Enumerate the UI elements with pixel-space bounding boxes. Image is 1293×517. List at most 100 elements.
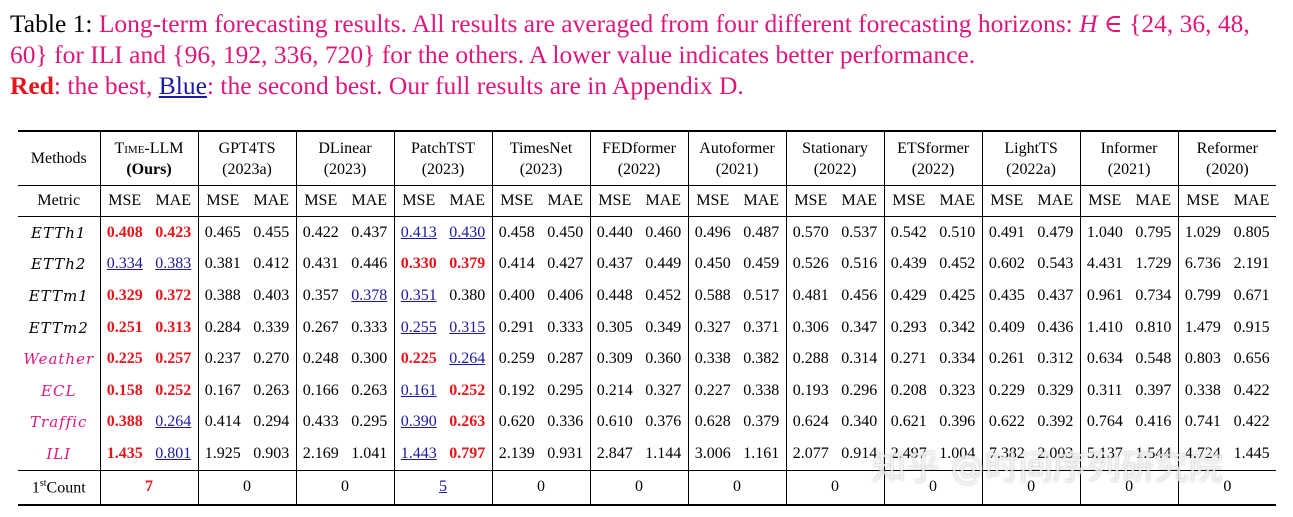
value-cell: 0.440: [589, 216, 640, 249]
value-cell: 0.295: [547, 381, 584, 399]
value-cell: 0.227: [687, 374, 738, 407]
value-cell: 0.799: [1177, 280, 1228, 312]
method-name: Informer: [1100, 139, 1158, 157]
value-cell: 0.294: [253, 413, 290, 431]
table-row: ECL 0.158 0.252 0.167 0.263 0.166 0.263 0.161 0.…: [18, 374, 1276, 407]
value-cell: 1.161: [743, 444, 780, 462]
value-cell: 0.334: [939, 350, 976, 368]
count-cell: 0: [981, 469, 1081, 506]
metric-header-row: Metric MSE MAE MSE MAE MSE MAE MSE MAE MSE MAE MSE…: [18, 185, 1277, 217]
value-cell: 0.903: [253, 444, 290, 462]
caption-label: Table 1:: [10, 9, 93, 38]
first-count-row: 1stCount 7 0 0 5 0 0 0 0 0 0 0 0: [18, 469, 1277, 506]
value-cell: 0.257: [155, 350, 192, 368]
value-cell: 1.410: [1079, 311, 1130, 344]
value-cell: 0.293: [883, 311, 934, 344]
value-cell: 0.459: [743, 255, 780, 273]
value-cell: 0.263: [351, 381, 388, 399]
table-row: ETTh1 0.408 0.423 0.465 0.455 0.422 0.437 0.413…: [18, 216, 1276, 249]
mse-header: MSE: [785, 185, 836, 217]
method-header-12: Reformer (2020): [1177, 130, 1277, 186]
mae-header: MAE: [1129, 185, 1179, 217]
method-name: Reformer: [1196, 139, 1258, 157]
value-cell: 0.255: [393, 311, 444, 344]
count-cell: 0: [687, 469, 787, 506]
value-cell: 1.443: [393, 438, 444, 471]
value-cell: 0.252: [449, 381, 486, 399]
value-cell: 0.429: [883, 280, 934, 312]
value-cell: 0.422: [295, 216, 346, 249]
mse-header: MSE: [981, 185, 1032, 217]
value-cell: 0.446: [351, 255, 388, 273]
value-cell: 0.342: [939, 318, 976, 336]
value-cell: 0.313: [155, 318, 192, 336]
value-cell: 0.433: [295, 406, 346, 439]
value-cell: 0.338: [1177, 374, 1228, 407]
value-cell: 2.077: [785, 438, 836, 471]
method-header-11: Informer (2021): [1079, 130, 1179, 186]
value-cell: 0.452: [645, 286, 682, 304]
method-name: ETSformer: [897, 139, 970, 157]
value-cell: 0.388: [197, 280, 248, 312]
value-cell: 0.380: [449, 286, 486, 304]
value-cell: 0.624: [785, 406, 836, 439]
value-cell: 0.491: [981, 216, 1032, 249]
value-cell: 0.797: [449, 444, 486, 462]
value-cell: 0.309: [589, 343, 640, 375]
caption-red-label: Red: [10, 71, 54, 100]
value-cell: 0.450: [687, 248, 738, 281]
count-cell: 0: [589, 469, 689, 506]
value-cell: 0.372: [155, 286, 192, 304]
value-cell: 0.416: [1135, 413, 1172, 431]
count-cell: 5: [393, 469, 493, 506]
method-name: LightTS: [1004, 139, 1058, 157]
value-cell: 0.392: [1037, 413, 1074, 431]
method-header-4: PatchTST (2023): [393, 130, 493, 186]
method-header-3: DLinear (2023): [295, 130, 395, 186]
value-cell: 0.237: [197, 343, 248, 375]
table-row: ILI 1.435 0.801 1.925 0.903 2.169 1.041 1.443 0.…: [18, 438, 1276, 471]
value-cell: 2.847: [589, 438, 640, 471]
method-year: (2023): [323, 160, 367, 178]
value-cell: 0.329: [99, 280, 149, 312]
mae-header: MAE: [933, 185, 983, 217]
method-year: (2023): [421, 160, 465, 178]
value-cell: 0.427: [547, 255, 584, 273]
value-cell: 0.425: [939, 286, 976, 304]
value-cell: 0.336: [547, 413, 584, 431]
dataset-label: ETTh2: [31, 255, 87, 274]
method-year: (2023): [519, 160, 563, 178]
value-cell: 0.430: [449, 223, 486, 241]
value-cell: 0.542: [883, 216, 934, 249]
value-cell: 0.259: [491, 343, 542, 375]
value-cell: 0.396: [939, 413, 976, 431]
value-cell: 0.378: [351, 286, 388, 304]
method-year: (2023a): [222, 160, 272, 178]
method-name: Time-LLM: [114, 139, 184, 157]
caption-red-text: : the best,: [53, 71, 153, 100]
value-cell: 0.287: [547, 350, 584, 368]
value-cell: 0.412: [253, 255, 290, 273]
value-cell: 0.379: [449, 255, 486, 273]
value-cell: 0.810: [1135, 318, 1172, 336]
value-cell: 0.327: [687, 311, 738, 344]
mae-header: MAE: [345, 185, 395, 217]
value-cell: 0.479: [1037, 223, 1074, 241]
count-cell: 0: [1079, 469, 1179, 506]
table-caption: Table 1: Long-term forecasting results. …: [10, 8, 1285, 101]
value-cell: 2.191: [1233, 255, 1270, 273]
value-cell: 0.423: [155, 223, 192, 241]
value-cell: 0.305: [589, 311, 640, 344]
value-cell: 0.329: [1037, 381, 1074, 399]
value-cell: 0.267: [295, 311, 346, 344]
mse-header: MSE: [687, 185, 738, 217]
value-cell: 4.431: [1079, 248, 1130, 281]
value-cell: 0.264: [449, 350, 486, 368]
mae-header: MAE: [541, 185, 591, 217]
value-cell: 0.602: [981, 248, 1032, 281]
value-cell: 0.452: [939, 255, 976, 273]
value-cell: 0.496: [687, 216, 738, 249]
value-cell: 0.167: [197, 374, 248, 407]
value-cell: 0.300: [351, 350, 388, 368]
mse-header: MSE: [883, 185, 934, 217]
